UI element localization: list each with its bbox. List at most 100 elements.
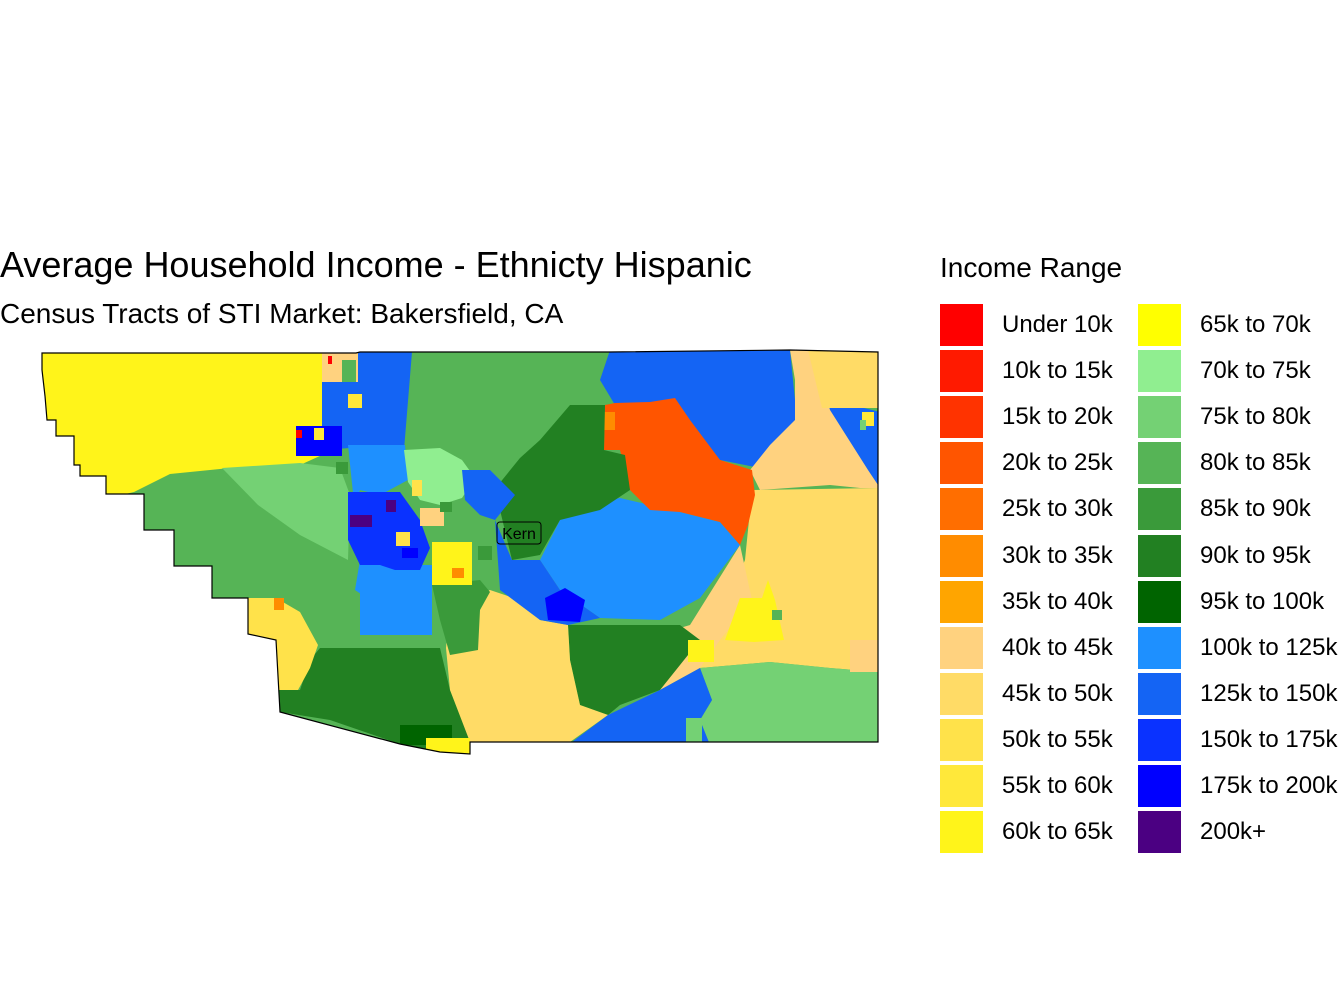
legend-label: 25k to 30k (1002, 495, 1113, 523)
legend-label: 40k to 45k (1002, 633, 1113, 661)
tract-city-purple-2 (386, 500, 396, 512)
tract-city-purple-1 (350, 515, 372, 527)
legend-swatch (1138, 350, 1181, 393)
legend-label: 55k to 60k (1002, 771, 1113, 799)
legend-swatch (940, 811, 983, 854)
tract-northeast-yellow (808, 350, 878, 408)
legend-item: 125k to 150k (1138, 671, 1338, 717)
legend-columns: Under 10k 10k to 15k 15k to 20k 20k to 25k 2… (940, 302, 1338, 855)
legend-item: 150k to 175k (1138, 717, 1338, 763)
legend-column-1: Under 10k 10k to 15k 15k to 20k 20k to 25k 2… (940, 302, 1138, 855)
legend-swatch (1138, 672, 1181, 715)
tract-central-south-deep-blue (545, 588, 585, 622)
legend-swatch (940, 580, 983, 623)
tract-city-east-blue (462, 470, 515, 520)
tract-city-green-2 (478, 546, 492, 560)
legend-item: 55k to 60k (940, 763, 1138, 809)
tract-southeast-green (700, 662, 878, 745)
legend-item: 65k to 70k (1138, 302, 1336, 348)
legend-item: 85k to 90k (1138, 486, 1336, 532)
tract-south-yellow (426, 738, 470, 754)
tract-east-green-2 (772, 610, 782, 620)
legend-label: 30k to 35k (1002, 541, 1113, 569)
legend-item: 25k to 30k (940, 486, 1138, 532)
legend-label: 35k to 40k (1002, 587, 1113, 615)
legend-item: 15k to 20k (940, 394, 1138, 440)
tract-central-south-blue (495, 520, 600, 625)
legend-item: 50k to 55k (940, 717, 1138, 763)
tract-city-light-blue-2 (360, 565, 432, 635)
tract-south-central-tan (446, 590, 608, 742)
legend-swatch (1138, 534, 1181, 577)
legend-item: 95k to 100k (1138, 579, 1336, 625)
legend-label: 85k to 90k (1200, 495, 1311, 523)
legend-swatch (1138, 626, 1181, 669)
tract-northeast-orange (604, 398, 755, 545)
tract-city-green-1 (440, 502, 452, 512)
tract-east-green-1 (860, 420, 866, 430)
legend-item: 175k to 200k (1138, 763, 1338, 809)
tract-central-dark-green (490, 405, 630, 560)
legend-item: 70k to 75k (1138, 348, 1336, 394)
tract-south-blue (568, 668, 712, 745)
legend-item: 80k to 85k (1138, 440, 1336, 486)
legend-item: 75k to 80k (1138, 394, 1336, 440)
legend-label: 150k to 175k (1200, 725, 1338, 753)
legend-label: 65k to 70k (1200, 311, 1311, 339)
tract-northeast-blue (600, 350, 800, 470)
legend-item: 200k+ (1138, 809, 1336, 855)
legend-swatch (1138, 442, 1181, 485)
legend-label: Under 10k (1002, 311, 1113, 339)
tract-east-yellow-3 (688, 640, 714, 662)
legend-label: 75k to 80k (1200, 403, 1311, 431)
legend-item: 35k to 40k (940, 579, 1138, 625)
legend-item: 10k to 15k (940, 348, 1138, 394)
legend-swatch (1138, 580, 1181, 623)
tract-central-mid-green (432, 580, 490, 655)
legend-label: 80k to 85k (1200, 449, 1311, 477)
legend-swatch (940, 442, 983, 485)
county-boundary (41, 349, 879, 755)
tract-northwest (42, 350, 322, 500)
legend-swatch (940, 672, 983, 715)
legend-swatch (940, 488, 983, 531)
tract-north-yellow-1 (314, 428, 324, 440)
county-label: Kern (502, 526, 536, 543)
legend-swatch (940, 626, 983, 669)
tract-north-green-1 (342, 360, 356, 382)
legend-label: 60k to 65k (1002, 818, 1113, 846)
legend-swatch (1138, 304, 1181, 347)
tract-north-red-2 (328, 356, 332, 364)
tract-north-yellow-2 (348, 394, 362, 408)
legend-label: 10k to 15k (1002, 357, 1113, 385)
legend-swatch (940, 304, 983, 347)
legend-label: 95k to 100k (1200, 587, 1325, 615)
legend-label: 20k to 25k (1002, 449, 1113, 477)
map-subtitle: Census Tracts of STI Market: Bakersfield… (0, 298, 564, 329)
county-label-box (496, 521, 542, 545)
tract-south-central-dark-green (568, 625, 700, 715)
tract-city-tan-1 (420, 508, 444, 526)
legend-swatch (940, 718, 983, 761)
tract-east-tan-2 (850, 640, 878, 672)
legend-swatch (1138, 811, 1181, 854)
legend-item: 20k to 25k (940, 440, 1138, 486)
legend-label: 175k to 200k (1200, 771, 1338, 799)
legend-label: 200k+ (1200, 818, 1267, 846)
legend: Income Range Under 10k 10k to 15k 15k to 2… (940, 252, 1338, 855)
legend-label: 125k to 150k (1200, 679, 1338, 707)
tract-central-east-blue (540, 498, 740, 620)
legend-swatch (1138, 718, 1181, 761)
legend-label: 50k to 55k (1002, 725, 1113, 753)
tract-west-light-green (222, 463, 350, 560)
legend-swatch (1138, 488, 1181, 531)
map-title: Average Household Income - Ethnicty Hisp… (0, 244, 752, 285)
legend-swatch (940, 764, 983, 807)
legend-item: 90k to 95k (1138, 532, 1336, 578)
tract-north-red (296, 430, 302, 438)
tract-south-light-green (686, 718, 702, 742)
legend-item: 30k to 35k (940, 532, 1138, 578)
legend-item: Under 10k (940, 302, 1138, 348)
legend-swatch (1138, 764, 1181, 807)
tract-city-yellow-2 (412, 480, 422, 496)
